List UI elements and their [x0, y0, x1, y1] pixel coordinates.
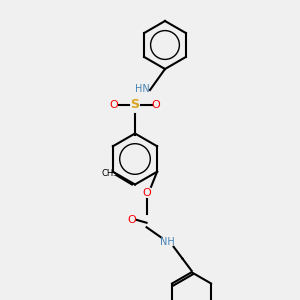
Text: O: O	[142, 188, 151, 198]
Text: O: O	[110, 100, 118, 110]
Text: CH₃: CH₃	[102, 169, 117, 178]
Text: S: S	[130, 98, 140, 112]
Text: O: O	[152, 100, 160, 110]
Text: HN: HN	[135, 83, 150, 94]
Text: NH: NH	[160, 237, 175, 247]
Text: O: O	[127, 215, 136, 225]
